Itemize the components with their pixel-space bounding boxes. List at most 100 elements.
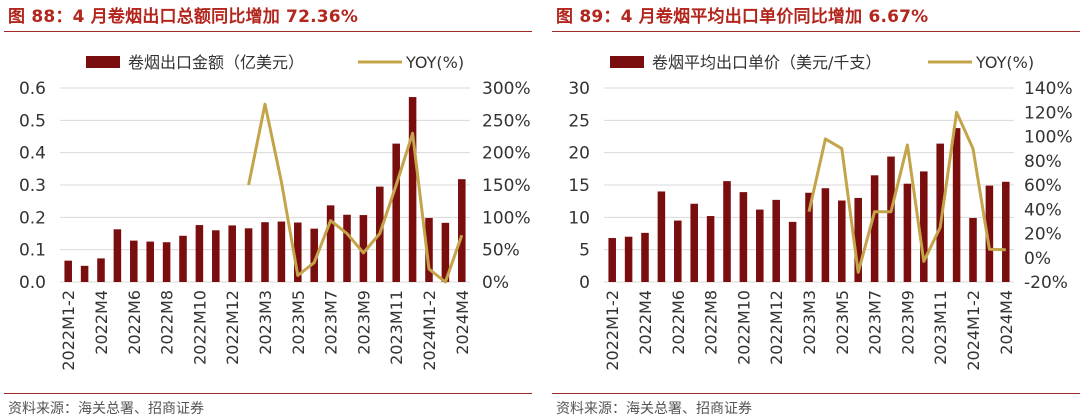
y-tick-label-left: 30 xyxy=(568,79,590,99)
y-tick-label-right: 0% xyxy=(482,273,509,293)
bar xyxy=(772,199,780,282)
bar xyxy=(97,258,105,282)
bar xyxy=(195,225,204,282)
x-tick-label: 2022M8 xyxy=(702,290,721,355)
x-tick-label: 2024M4 xyxy=(453,290,472,355)
y-tick-label-left: 0.5 xyxy=(19,111,46,131)
chart-title: 图 89：4 月卷烟平均出口单价同比增加 6.67% xyxy=(556,7,929,27)
source-divider xyxy=(4,393,532,394)
x-tick-label: 2024M1-2 xyxy=(964,290,983,371)
y-tick-label-right: 80% xyxy=(1024,152,1062,172)
legend-bar-label: 卷烟出口金额（亿美元） xyxy=(128,53,304,72)
x-tick-label: 2023M3 xyxy=(256,290,275,355)
bar xyxy=(838,200,846,282)
bar xyxy=(821,188,830,282)
bar xyxy=(277,221,286,282)
bar xyxy=(244,228,253,282)
y-tick-label-right: 200% xyxy=(482,144,531,164)
bar xyxy=(326,205,335,282)
title-divider xyxy=(552,31,1080,32)
y-tick-label-left: 0 xyxy=(579,273,590,293)
x-tick-label: 2023M11 xyxy=(387,290,406,365)
y-tick-label-right: 120% xyxy=(1024,103,1073,123)
x-tick-label: 2022M6 xyxy=(125,290,144,355)
x-tick-label: 2024M4 xyxy=(997,290,1016,355)
unit-price-chart: 0 5 10 15 20 25 30 -20% 0% 20% 40% 60% 80% 100% 120% 14… xyxy=(568,53,1073,371)
x-tick-label: 2023M11 xyxy=(931,290,950,365)
bar xyxy=(985,185,994,282)
bar xyxy=(690,203,698,282)
yoy-line xyxy=(807,110,1006,274)
bar xyxy=(903,183,912,282)
bar xyxy=(706,216,715,282)
bar xyxy=(920,171,928,282)
bar xyxy=(392,143,400,282)
x-tick-label: 2023M7 xyxy=(322,290,341,355)
bar xyxy=(788,221,797,282)
bar xyxy=(162,242,171,282)
y-tick-label-left: 25 xyxy=(568,111,590,131)
title-divider xyxy=(4,31,532,32)
x-tick-label: 2022M12 xyxy=(767,290,786,365)
x-tick-label: 2022M6 xyxy=(669,290,688,355)
legend-bar-swatch xyxy=(86,56,120,68)
y-tick-label-right: 60% xyxy=(1024,176,1062,196)
y-tick-label-left: 0.4 xyxy=(19,144,46,164)
y-tick-label-right: 150% xyxy=(482,176,531,196)
bar xyxy=(146,241,154,282)
bar xyxy=(64,260,72,282)
bar xyxy=(212,230,220,282)
bar xyxy=(723,181,731,282)
bar xyxy=(1002,181,1010,282)
bar xyxy=(441,222,450,282)
x-tick-label: 2022M4 xyxy=(636,290,655,355)
y-tick-label-left: 5 xyxy=(579,241,590,261)
y-tick-label-left: 0.0 xyxy=(19,273,46,293)
bar xyxy=(228,225,236,282)
y-tick-label-right: 300% xyxy=(482,79,531,99)
x-tick-label: 2022M12 xyxy=(223,290,242,365)
bar xyxy=(80,265,89,282)
y-tick-label-left: 15 xyxy=(568,176,590,196)
bar xyxy=(739,192,748,282)
bar xyxy=(113,229,122,282)
bar xyxy=(969,217,977,282)
bar xyxy=(359,215,368,282)
bar xyxy=(854,197,862,282)
chart-panel-unit-price: 图 89：4 月卷烟平均出口单价同比增加 6.67% 0 5 10 15 20 25 30 -… xyxy=(548,0,1080,420)
x-tick-label: 2022M1-2 xyxy=(59,290,78,371)
bar xyxy=(870,175,879,282)
bar xyxy=(294,222,302,282)
y-tick-label-right: 50% xyxy=(482,241,520,261)
x-tick-label: 2022M10 xyxy=(190,290,209,365)
y-tick-label-right: 140% xyxy=(1024,79,1073,99)
source-note: 资料来源：海关总署、招商证券 xyxy=(8,401,204,417)
y-tick-label-right: 100% xyxy=(1024,128,1073,148)
bar xyxy=(624,236,633,282)
source-note: 资料来源：海关总署、招商证券 xyxy=(556,401,752,417)
yoy-line xyxy=(247,102,464,284)
y-tick-label-left: 20 xyxy=(568,144,590,164)
x-tick-label: 2022M4 xyxy=(92,290,111,355)
y-tick-label-right: -20% xyxy=(1024,273,1068,293)
bar xyxy=(674,220,682,282)
bar xyxy=(130,240,138,282)
x-tick-label: 2022M8 xyxy=(158,290,177,355)
bar xyxy=(425,217,433,282)
bar xyxy=(952,128,961,282)
bar xyxy=(657,191,666,282)
x-tick-label: 2023M9 xyxy=(898,290,917,355)
chart-panel-export-value: 图 88：4 月卷烟出口总额同比增加 72.36% 0.0 0.1 0.2 0.3 0.… xyxy=(0,0,532,420)
bar xyxy=(408,97,417,282)
x-tick-label: 2023M5 xyxy=(833,290,852,355)
y-tick-label-left: 0.1 xyxy=(19,241,46,261)
export-value-chart: 0.0 0.1 0.2 0.3 0.4 0.5 0.6 0% 50% 100% 150% 200% 25… xyxy=(19,53,531,371)
x-tick-label: 2023M5 xyxy=(289,290,308,355)
bar xyxy=(887,156,895,282)
y-tick-label-left: 0.2 xyxy=(19,208,46,228)
x-tick-label: 2024M1-2 xyxy=(420,290,439,371)
legend-bar-swatch xyxy=(610,56,644,68)
bar xyxy=(756,209,764,282)
y-tick-label-right: 40% xyxy=(1024,200,1062,220)
y-tick-label-right: 100% xyxy=(482,208,531,228)
